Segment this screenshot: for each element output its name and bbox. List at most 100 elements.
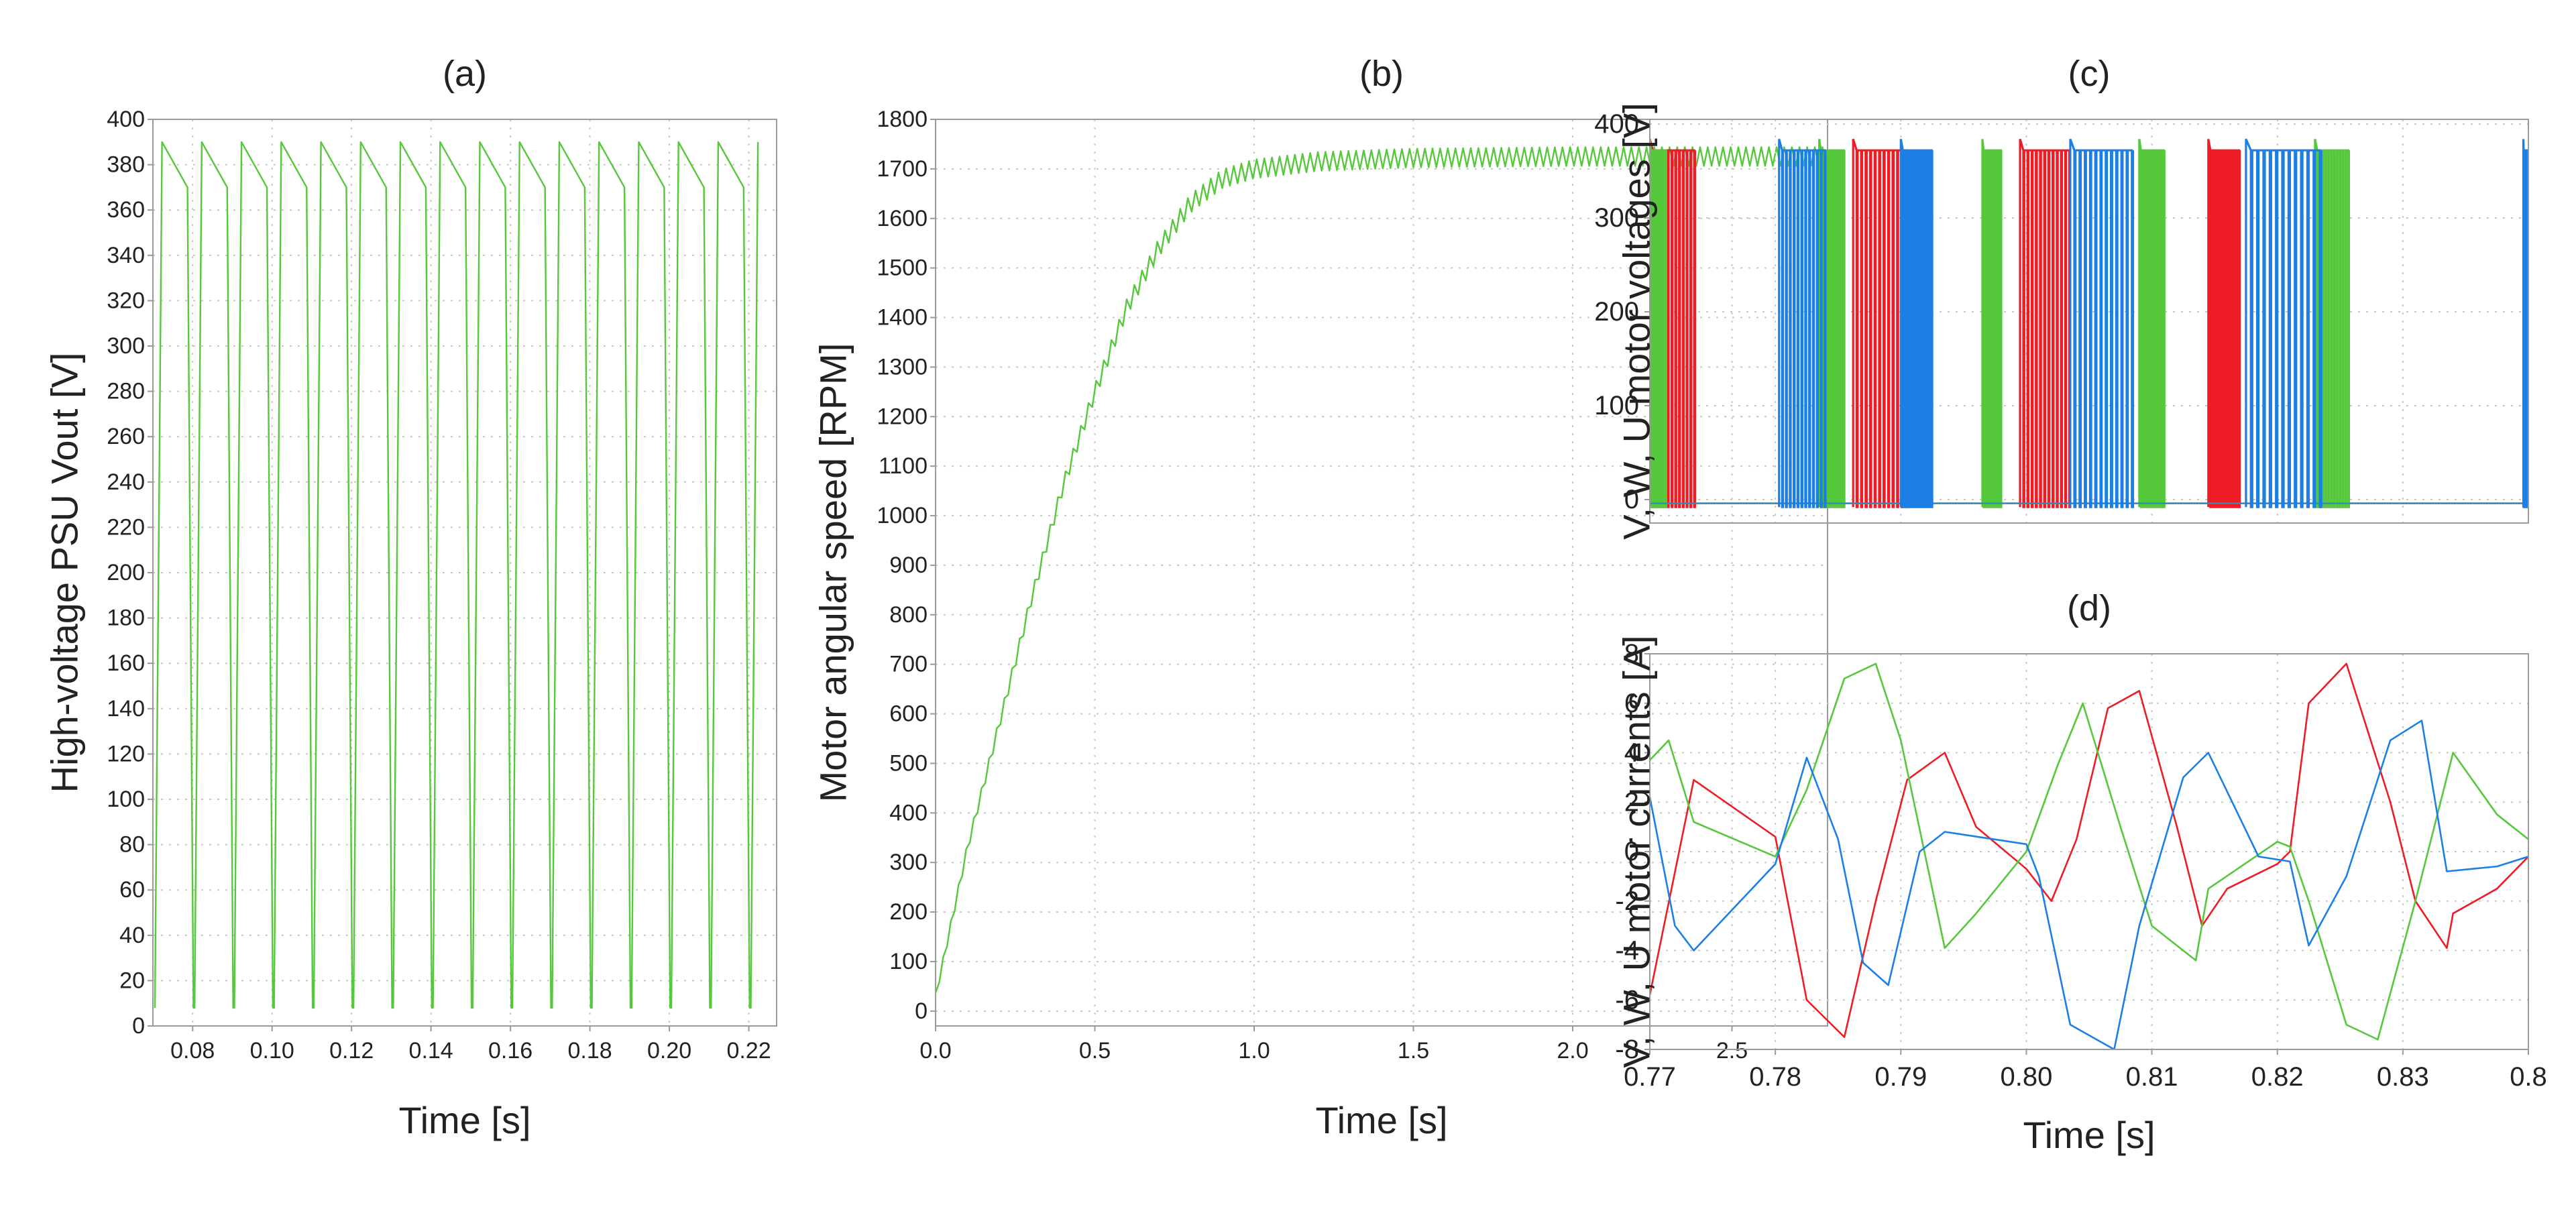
y-tick-label: 100 <box>889 949 928 974</box>
chart-title: (d) <box>2067 588 2111 628</box>
y-tick-label: -6 <box>1615 985 1639 1015</box>
x-tick-label: 0.0 <box>919 1038 951 1064</box>
y-tick-label: 40 <box>119 923 145 948</box>
x-tick-label: 0.14 <box>409 1038 453 1064</box>
y-tick-label: 120 <box>107 741 145 766</box>
y-tick-label: 6 <box>1624 689 1639 718</box>
panel-c-motor-voltages-chart: 0 100 200 300 400 (c) V, W, U motor voltages [… <box>1594 54 2529 540</box>
y-tick-label: 300 <box>889 850 928 875</box>
y-tick-label: -4 <box>1615 936 1639 966</box>
y-tick-label: 1700 <box>877 156 928 182</box>
y-axis-label: V, W, U motor currents [A] <box>1616 635 1658 1068</box>
y-tick-label: 1800 <box>877 107 928 132</box>
series-group-a <box>154 141 759 1009</box>
x-tick-label: 1.5 <box>1398 1038 1429 1064</box>
y-tick-label: 700 <box>889 652 928 677</box>
series-w-line <box>1650 663 2528 1041</box>
y-tick-label: 200 <box>1594 297 1639 327</box>
y-tick-label: 300 <box>1594 203 1639 233</box>
y-tick-label: 220 <box>107 514 145 540</box>
x-tick-label: 1.0 <box>1238 1038 1270 1064</box>
y-tick-label: 240 <box>107 469 145 495</box>
series-u-pwm-burst-2 <box>2069 138 2135 508</box>
x-tick-label: 0.10 <box>250 1038 294 1064</box>
x-tick-label: 0.80 <box>2000 1062 2052 1092</box>
y-tick-label: 1000 <box>877 503 928 528</box>
x-tick-label: 2.0 <box>1557 1038 1588 1064</box>
panel-a-speed-psu-voltage-chart: 0 20 40 60 80 100 120 140 160 180 200 220 240 260 280 3… <box>44 54 777 1141</box>
y-tick-label: 800 <box>889 602 928 628</box>
y-tick-label: 320 <box>107 288 145 313</box>
series-v-pwm-burst-1 <box>1852 138 1909 508</box>
x-tick-label: 0.22 <box>726 1038 771 1064</box>
series-w-pwm-burst-2 <box>1981 139 2003 508</box>
y-tick-label: 80 <box>119 832 145 858</box>
y-tick-label: 4 <box>1624 738 1639 768</box>
x-tick-label: 0.18 <box>567 1038 612 1064</box>
chart-title: (a) <box>443 54 487 94</box>
panel-d-motor-currents-chart: -8 -6 -4 -2 0 2 4 6 8 0.77 0.78 0.79 0.80 0.81 0.82 0.8… <box>1615 588 2546 1156</box>
y-tick-label: 60 <box>119 877 145 903</box>
y-tick-label: 400 <box>889 800 928 825</box>
series-w-pwm-burst-3 <box>2138 139 2166 508</box>
y-tick-label: 2 <box>1624 787 1639 817</box>
y-tick-label: 1300 <box>877 354 928 380</box>
series-vout-line <box>154 141 759 1009</box>
y-tick-label: -2 <box>1615 886 1639 916</box>
x-tick-label: 0.82 <box>2251 1062 2304 1092</box>
y-tick-label: 1100 <box>879 453 928 479</box>
y-tick-label: 1500 <box>877 255 928 281</box>
y-axis-label: Motor angular speed [RPM] <box>812 343 854 803</box>
x-tick-label: 0.16 <box>488 1038 533 1064</box>
x-tick-label: 0.83 <box>2377 1062 2429 1092</box>
y-tick-label: 380 <box>107 152 145 178</box>
y-tick-label: 200 <box>889 899 928 925</box>
y-tick-label: 140 <box>107 696 145 722</box>
y-tick-label: 8 <box>1624 639 1639 669</box>
x-axis-label: Time [s] <box>2023 1114 2155 1156</box>
y-tick-label: 20 <box>119 968 145 993</box>
series-v-line <box>1650 663 2528 1038</box>
series-v-pwm-burst-2 <box>2019 138 2072 508</box>
y-tick-label: 1200 <box>877 404 928 429</box>
series-u-pwm-burst-1 <box>1899 139 1934 508</box>
series-group-d <box>1650 663 2528 1049</box>
y-tick-label: 0 <box>1624 837 1639 866</box>
y-axis-label: V, W, U motor voltages [V] <box>1616 103 1658 540</box>
y-tick-label: 400 <box>107 107 145 132</box>
y-tick-label: 300 <box>107 333 145 359</box>
y-tick-label: 200 <box>107 560 145 585</box>
series-group-c <box>1650 138 2528 508</box>
y-tick-label: 280 <box>107 379 145 404</box>
series-v-pwm-burst-3 <box>2207 139 2241 508</box>
panel-b-motor-speed-chart: 0100200300400500600700800900100011001200… <box>812 54 1828 1141</box>
x-axis-label: Time [s] <box>398 1099 530 1141</box>
series-w-pwm-burst-0 <box>1650 139 1667 508</box>
x-tick-label: 0.12 <box>329 1038 374 1064</box>
x-tick-label: 0.81 <box>2126 1062 2178 1092</box>
x-tick-label: 0.78 <box>1749 1062 1801 1092</box>
chart-title: (b) <box>1359 54 1404 94</box>
chart-title: (c) <box>2068 54 2111 94</box>
x-tick-label: 0.79 <box>1874 1062 1927 1092</box>
x-axis-label: Time [s] <box>1315 1099 1447 1141</box>
y-tick-label: 360 <box>107 197 145 223</box>
y-tick-label: 400 <box>1594 109 1639 139</box>
y-tick-label: 0 <box>132 1013 145 1039</box>
series-w-pwm-burst-1 <box>1818 139 1846 508</box>
x-tick-label: 0.5 <box>1079 1038 1111 1064</box>
plot-frame-c <box>1649 119 2529 524</box>
y-tick-label: 0 <box>915 998 928 1024</box>
y-axis-label: High-voltage PSU Vout [V] <box>44 353 86 793</box>
y-tick-label: 1400 <box>877 305 928 331</box>
y-tick-label: 340 <box>107 243 145 268</box>
y-tick-label: 1600 <box>877 206 928 231</box>
y-tick-label: 180 <box>107 606 145 631</box>
y-tick-label: 600 <box>889 701 928 727</box>
plot-frame-b <box>935 119 1828 1027</box>
y-tick-label: 900 <box>889 553 928 578</box>
series-u-line <box>1650 720 2528 1049</box>
y-tick-label: -8 <box>1615 1035 1639 1064</box>
